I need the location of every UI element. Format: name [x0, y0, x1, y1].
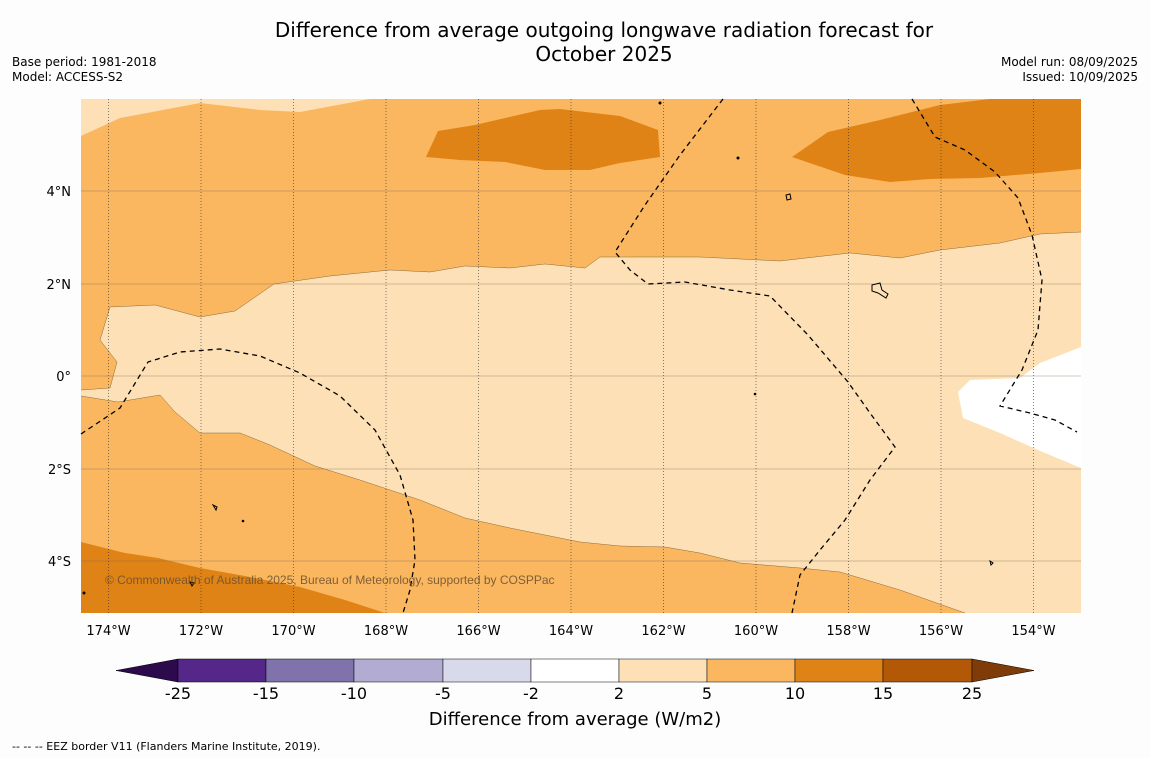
colorbar-segment — [882, 658, 973, 683]
lon-tick-labels: 174°W 172°W 170°W 168°W 166°W 164°W 162°… — [86, 624, 1055, 639]
colorbar-label: -5 — [435, 684, 451, 703]
colorbar — [115, 658, 1035, 683]
latitude-lines — [81, 190, 1081, 562]
base-period: Base period: 1981-2018 — [12, 55, 157, 69]
chart-title: Difference from average outgoing longwav… — [200, 18, 1008, 66]
islet-dot — [736, 156, 740, 160]
anomaly-band-5-10-north — [81, 99, 1081, 390]
meta-right: Model run: 08/09/2025 Issued: 10/09/2025 — [1001, 55, 1138, 85]
lat-tick: 4°S — [48, 555, 71, 570]
issued-date: Issued: 10/09/2025 — [1022, 70, 1138, 84]
lat-tick: 0° — [56, 370, 71, 385]
island-outline — [785, 193, 792, 201]
islands — [82, 101, 994, 595]
lon-tick: 154°W — [1011, 624, 1055, 639]
anomaly-band-10-15-south — [81, 542, 385, 613]
lat-tick: 2°S — [48, 463, 71, 478]
title-line-2: October 2025 — [535, 42, 673, 66]
lon-tick: 164°W — [549, 624, 593, 639]
anomaly-band-10-15-north-b — [792, 99, 1081, 182]
lon-tick: 158°W — [826, 624, 870, 639]
colorbar-segment — [794, 658, 884, 683]
colorbar-label: 15 — [872, 684, 894, 703]
colorbar-segment — [706, 658, 796, 683]
colorbar-label: -10 — [340, 684, 368, 703]
lat-tick-labels: 4°N 2°N 0° 2°S 4°S — [47, 185, 72, 570]
anomaly-band-neutral — [958, 347, 1081, 468]
colorbar-extend-high — [971, 658, 1035, 683]
colorbar-segment — [618, 658, 708, 683]
island-outline — [189, 581, 195, 587]
colorbar-segment — [530, 658, 620, 683]
lon-tick: 156°W — [919, 624, 963, 639]
lon-tick: 172°W — [179, 624, 223, 639]
colorbar-segment — [265, 658, 355, 683]
meta-left: Base period: 1981-2018 Model: ACCESS-S2 — [12, 55, 157, 85]
map-panel: © Commonwealth of Australia 2025, Bureau… — [80, 98, 1082, 614]
model-run: Model run: 08/09/2025 — [1000, 55, 1138, 69]
model-name: Model: ACCESS-S2 — [12, 70, 124, 84]
lon-tick: 162°W — [641, 624, 685, 639]
anomaly-band-10-15-north-a — [426, 109, 660, 170]
colorbar-label: 2 — [613, 684, 625, 703]
lon-tick: 170°W — [271, 624, 315, 639]
colorbar-title: Difference from average (W/m2) — [428, 709, 722, 730]
eez-borders — [80, 98, 1078, 614]
eez-footnote: -- -- -- EEZ border V11 (Flanders Marine… — [12, 740, 321, 753]
island-outline — [989, 559, 994, 566]
colorbar-segment — [442, 658, 532, 683]
islet-dot — [753, 392, 757, 396]
lon-tick: 166°W — [456, 624, 500, 639]
island-outline — [211, 503, 218, 512]
colorbar-label: 5 — [701, 684, 713, 703]
colorbar-extend-low — [115, 658, 179, 683]
lon-tick: 160°W — [734, 624, 778, 639]
contour-edges — [80, 231, 1082, 614]
islet-dot — [658, 101, 662, 105]
colorbar-label: -25 — [164, 684, 192, 703]
title-line-1: Difference from average outgoing longwav… — [274, 18, 934, 42]
colorbar-label: -15 — [252, 684, 280, 703]
colorbar-segment — [177, 658, 267, 683]
island-outline — [871, 282, 889, 299]
copyright-text: © Commonwealth of Australia 2025, Bureau… — [105, 573, 555, 587]
colorbar-label: -2 — [523, 684, 539, 703]
lat-tick: 2°N — [47, 278, 72, 293]
colorbar-segment — [353, 658, 444, 683]
graticule — [81, 99, 1081, 613]
colorbar-label: 25 — [961, 684, 983, 703]
lon-tick: 174°W — [86, 624, 130, 639]
lat-tick: 4°N — [47, 185, 72, 200]
islet-dot — [82, 591, 86, 595]
lon-tick: 168°W — [364, 624, 408, 639]
islet-dot — [241, 519, 245, 523]
anomaly-band-5-10-south — [81, 395, 965, 613]
colorbar-label: 10 — [784, 684, 806, 703]
